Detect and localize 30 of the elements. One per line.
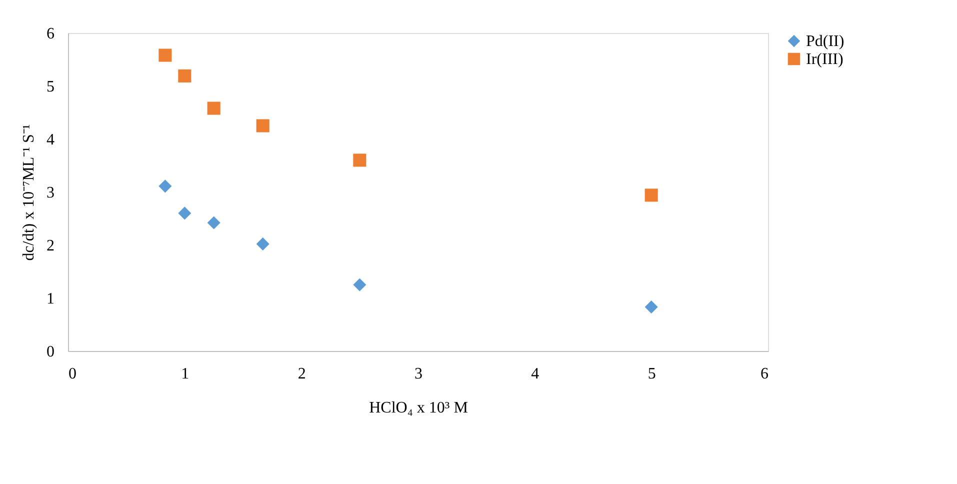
y-tick-label: 3: [46, 184, 54, 202]
x-tick-label: 4: [531, 366, 540, 382]
x-tick-label: 3: [414, 366, 422, 382]
point: [256, 237, 270, 250]
y-tick-label: 1: [46, 290, 54, 308]
point: [207, 102, 220, 115]
y-tick-label: 5: [46, 78, 54, 96]
x-tick-label: 2: [298, 366, 306, 382]
point: [353, 154, 366, 167]
point: [158, 180, 172, 193]
x-tick-label: 1: [181, 366, 190, 382]
x-axis-title: HClO₄ x 10³ M: [369, 400, 468, 416]
legend-label: Ir(III): [806, 51, 844, 68]
point: [644, 188, 658, 202]
point: [178, 69, 192, 82]
point: [178, 206, 192, 220]
point: [207, 216, 220, 230]
x-tick-label: 6: [760, 366, 768, 382]
y-tick-label: 6: [46, 26, 54, 42]
y-tick-label: 4: [46, 132, 54, 148]
point: [353, 278, 366, 292]
legend-label: Pd(II): [806, 33, 844, 50]
x-tick-label: 5: [648, 366, 656, 382]
point: [256, 119, 270, 132]
point: [644, 300, 658, 314]
x-tick-label: 0: [68, 366, 76, 382]
y-tick-label: 0: [46, 344, 54, 360]
y-tick-label: 2: [46, 238, 54, 254]
point: [158, 48, 172, 62]
y-axis-title: dc/dt) x 10⁻⁷ML⁻¹ S⁻¹: [20, 124, 38, 261]
